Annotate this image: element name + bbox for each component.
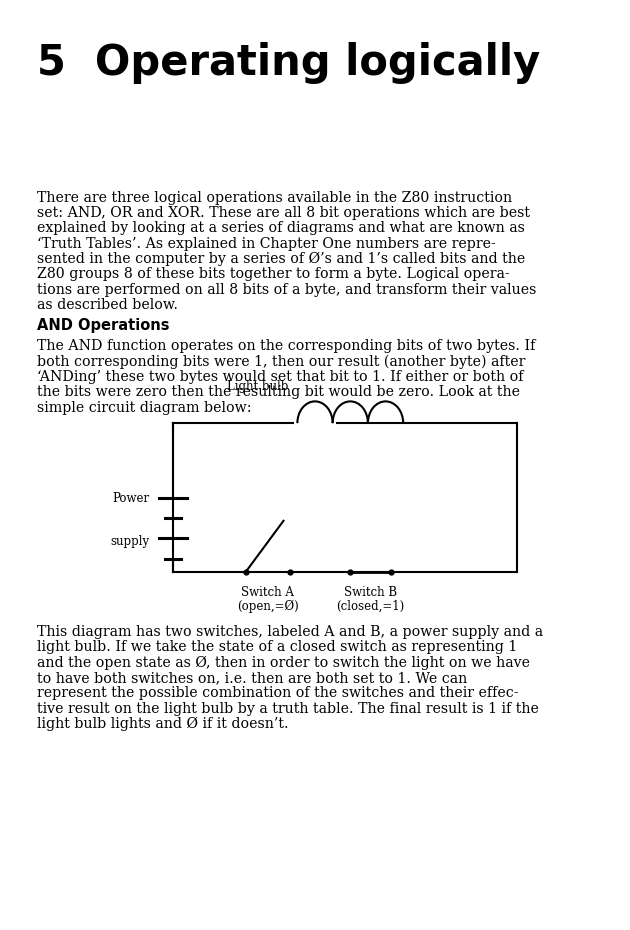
Text: AND Operations: AND Operations bbox=[37, 318, 169, 333]
Text: This diagram has two switches, labeled A and B, a power supply and a: This diagram has two switches, labeled A… bbox=[37, 625, 542, 639]
Text: explained by looking at a series of diagrams and what are known as: explained by looking at a series of diag… bbox=[37, 221, 524, 235]
Text: light bulb lights and Ø if it doesn’t.: light bulb lights and Ø if it doesn’t. bbox=[37, 717, 288, 731]
Text: Light bulb: Light bulb bbox=[227, 380, 289, 393]
Text: (open,=Ø): (open,=Ø) bbox=[237, 600, 299, 613]
Text: light bulb. If we take the state of a closed switch as representing 1: light bulb. If we take the state of a cl… bbox=[37, 640, 517, 655]
Text: Z80 groups 8 of these bits together to form a byte. Logical opera-: Z80 groups 8 of these bits together to f… bbox=[37, 267, 509, 282]
Text: 5  Operating logically: 5 Operating logically bbox=[37, 42, 540, 84]
Text: The AND function operates on the corresponding bits of two bytes. If: The AND function operates on the corresp… bbox=[37, 339, 535, 353]
Text: simple circuit diagram below:: simple circuit diagram below: bbox=[37, 401, 251, 415]
Text: represent the possible combination of the switches and their effec-: represent the possible combination of th… bbox=[37, 686, 518, 700]
Text: both corresponding bits were 1, then our result (another byte) after: both corresponding bits were 1, then our… bbox=[37, 354, 525, 369]
Text: to have both switches on, i.e. then are both set to 1. We can: to have both switches on, i.e. then are … bbox=[37, 671, 467, 685]
Text: as described below.: as described below. bbox=[37, 298, 178, 312]
Text: sented in the computer by a series of Ø’s and 1’s called bits and the: sented in the computer by a series of Ø’… bbox=[37, 252, 525, 266]
Text: supply: supply bbox=[110, 535, 149, 548]
Text: Power: Power bbox=[112, 492, 149, 505]
Text: tive result on the light bulb by a truth table. The final result is 1 if the: tive result on the light bulb by a truth… bbox=[37, 702, 539, 716]
Text: Switch B: Switch B bbox=[343, 586, 397, 599]
Text: tions are performed on all 8 bits of a byte, and transform their values: tions are performed on all 8 bits of a b… bbox=[37, 283, 536, 297]
Text: set: AND, OR and XOR. These are all 8 bit operations which are best: set: AND, OR and XOR. These are all 8 bi… bbox=[37, 206, 530, 220]
Text: the bits were zero then the resulting bit would be zero. Look at the: the bits were zero then the resulting bi… bbox=[37, 385, 520, 400]
Text: Switch A: Switch A bbox=[241, 586, 294, 599]
Text: ‘ANDing’ these two bytes would set that bit to 1. If either or both of: ‘ANDing’ these two bytes would set that … bbox=[37, 370, 523, 384]
Text: There are three logical operations available in the Z80 instruction: There are three logical operations avail… bbox=[37, 191, 512, 205]
Text: ‘Truth Tables’. As explained in Chapter One numbers are repre-: ‘Truth Tables’. As explained in Chapter … bbox=[37, 236, 495, 251]
Text: and the open state as Ø, then in order to switch the light on we have: and the open state as Ø, then in order t… bbox=[37, 656, 530, 670]
Text: (closed,=1): (closed,=1) bbox=[336, 600, 404, 613]
